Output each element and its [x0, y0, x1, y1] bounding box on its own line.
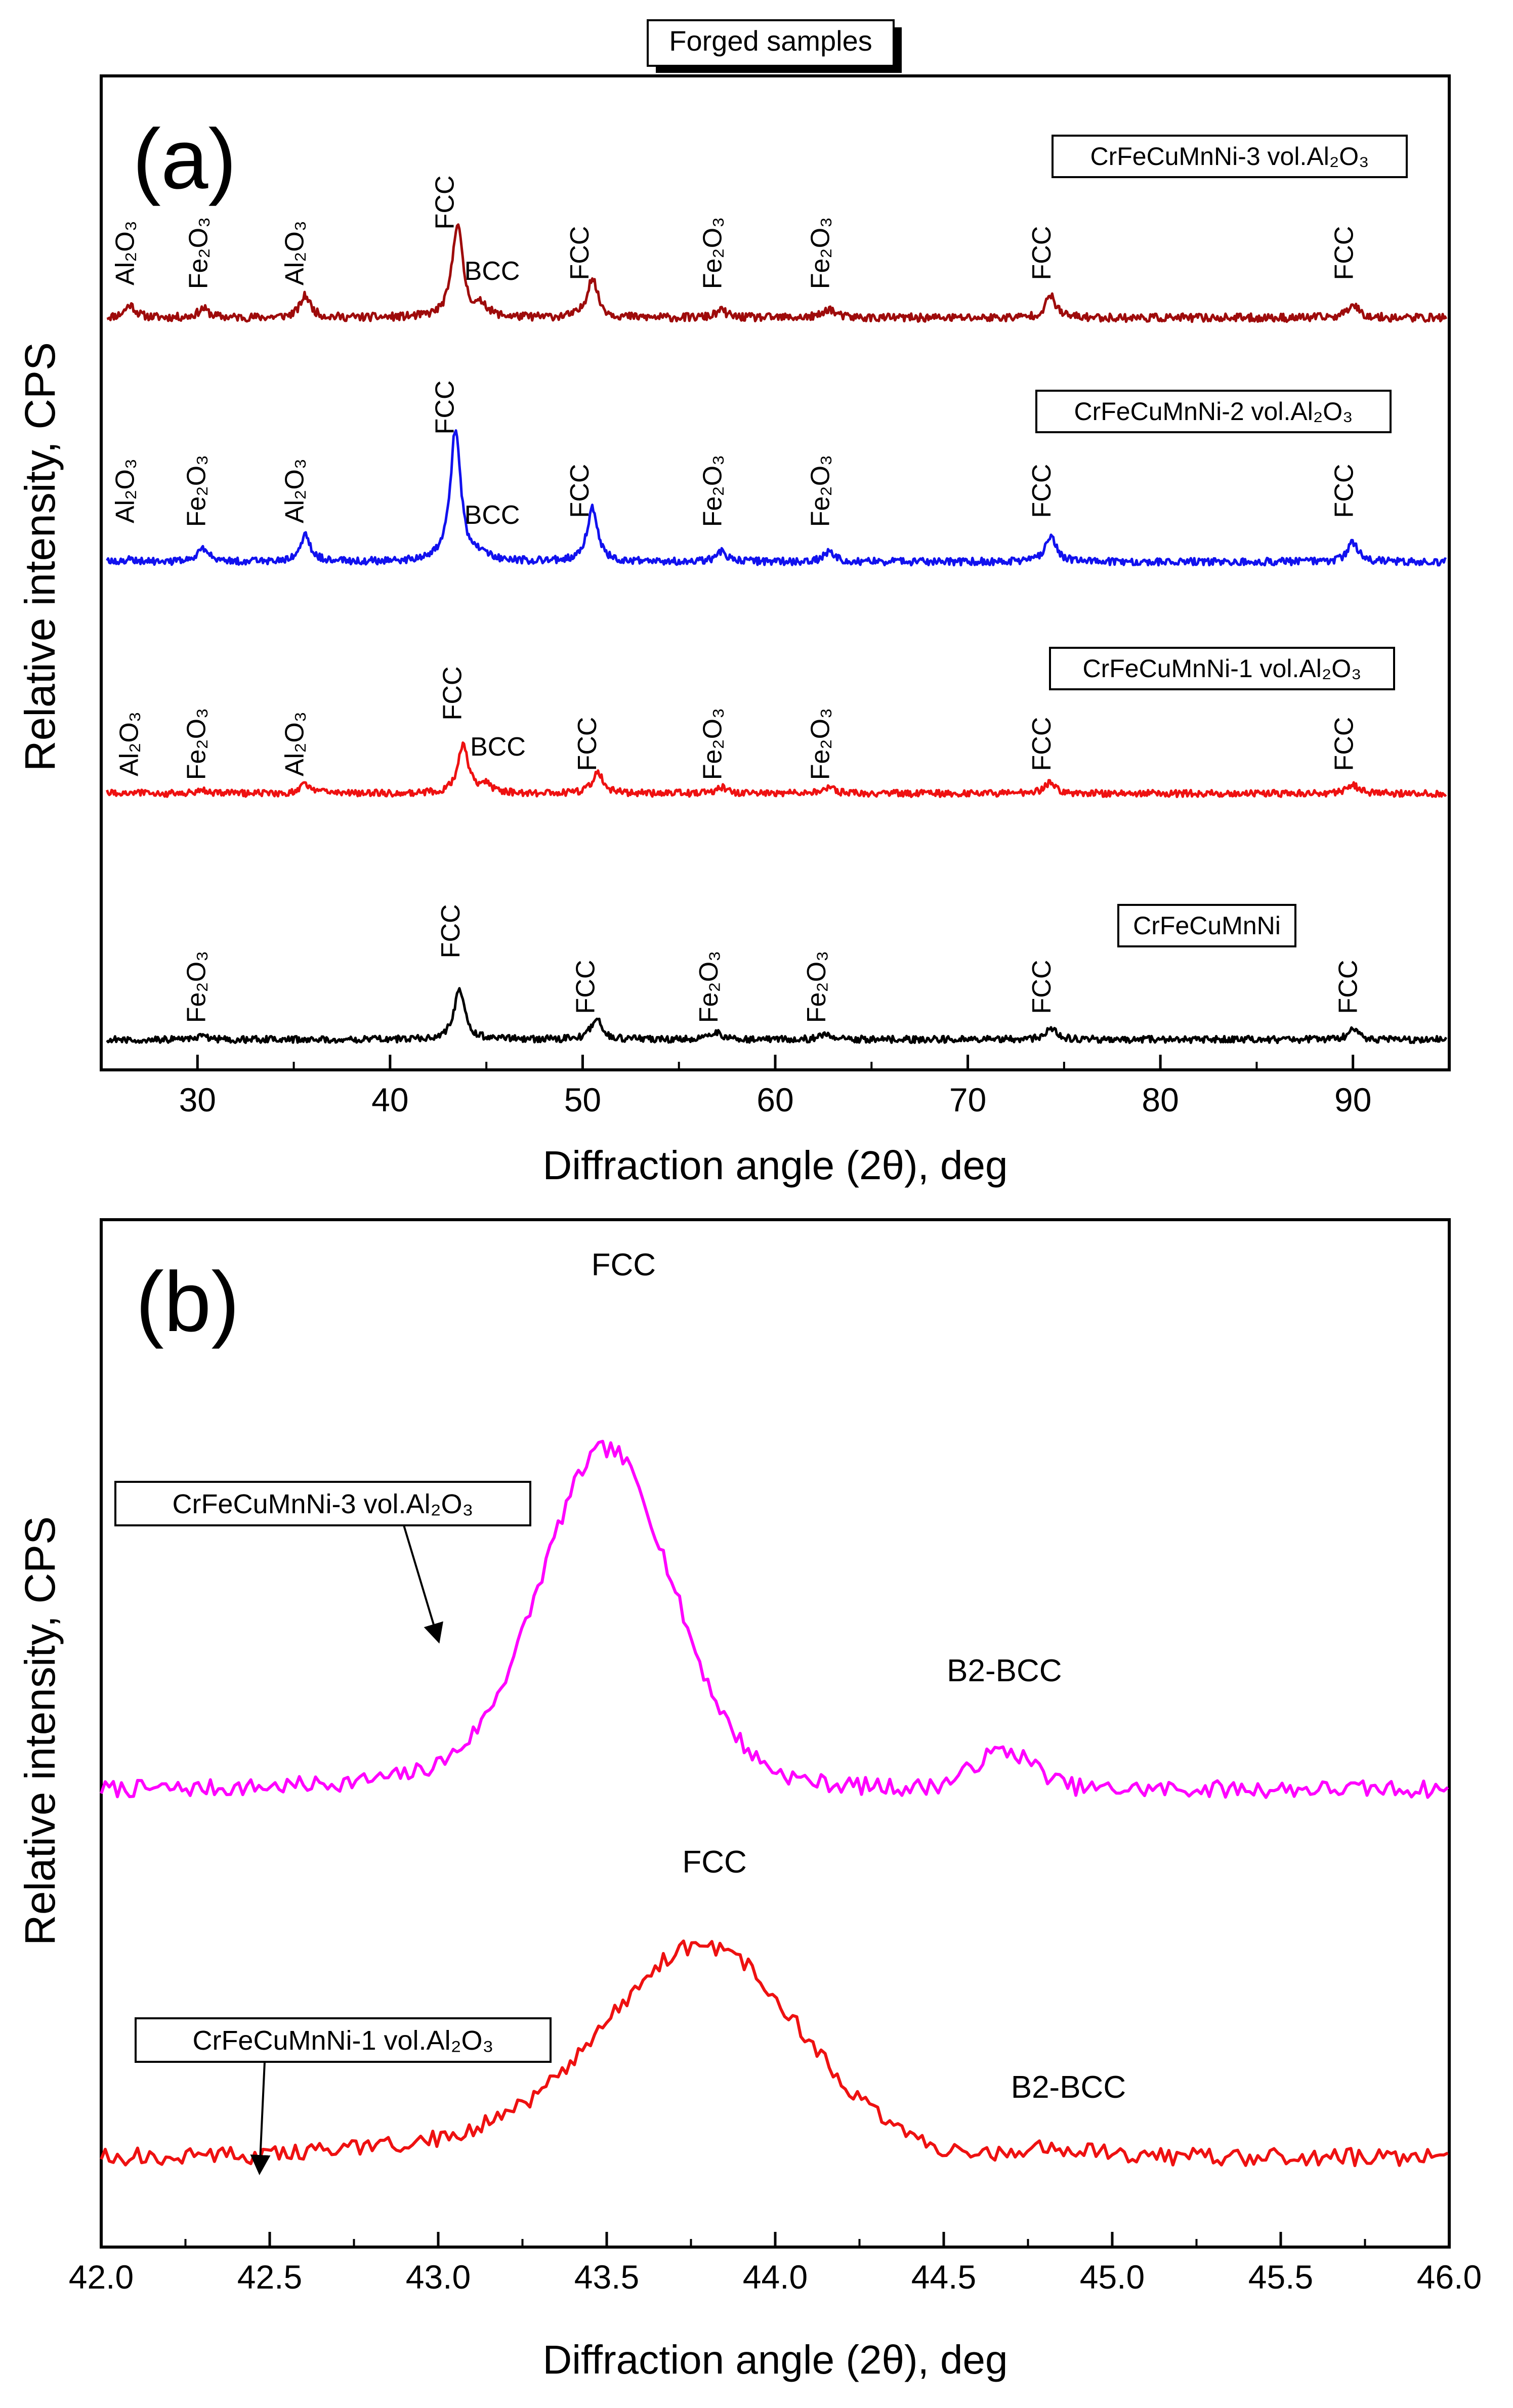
panel-b-y-axis-label: Relative intensity, CPS [16, 1516, 64, 1945]
panel-a-peak-annotation: FCC [1027, 464, 1057, 518]
panel-a-peak-annotation: FCC [565, 464, 595, 518]
panel-a-legend-label: CrFeCuMnNi [1133, 911, 1281, 940]
panel-b-letter: (b) [136, 1254, 239, 1349]
panel-a-peak-annotation: BCC [465, 257, 520, 286]
panel-a-peak-annotation: FCC [1330, 464, 1359, 518]
panel-a-peak-annotation: FCC [1027, 960, 1057, 1014]
panel-b-x-tick-label: 43.0 [406, 2258, 471, 2296]
panel-a-x-tick-label: 90 [1334, 1081, 1371, 1118]
panel-a-series-line [106, 741, 1447, 799]
panel-a-series-line [106, 429, 1447, 567]
panel-b-frame [100, 1218, 1451, 2249]
panel-b-series-line [100, 1939, 1449, 2168]
panel-a-peak-annotation: FCC [430, 381, 459, 435]
panel-a-x-tick-label: 80 [1142, 1081, 1179, 1118]
panel-a-peak-annotation: Fe₂O₃ [802, 951, 831, 1023]
panel-b-legend-arrow [403, 1525, 443, 1644]
panel-a-legend-label: CrFeCuMnNi-3 vol.Al₂O₃ [1090, 142, 1369, 171]
panel-a-series-line [106, 987, 1448, 1045]
panel-a-peak-annotation: BCC [470, 732, 526, 762]
panel-a-peak-annotation: Fe₂O₃ [182, 951, 212, 1023]
panel-a: (a) 30 40 50 60 70 80 90 Al₂O₃ Fe₂O₃ Al₂O₃FCCBCC… [16, 74, 1451, 1188]
panel-b-legends: CrFeCuMnNi-3 vol.Al₂O₃ CrFeCuMnNi-1 vol.A… [114, 1481, 552, 2175]
panel-b-legend-box [114, 1481, 531, 1526]
panel-a-peak-annotation: Fe₂O₃ [806, 217, 835, 289]
panel-a-x-ticks: 30 40 50 60 70 80 90 [100, 1055, 1450, 1118]
panel-a-legend-box [1049, 647, 1395, 690]
panel-b-x-tick-label: 43.5 [574, 2258, 639, 2296]
panel-a-x-tick-label: 50 [564, 1081, 601, 1118]
panel-b-x-tick-label: 46.0 [1417, 2258, 1482, 2296]
panel-a-peak-annotation: Al₂O₃ [111, 459, 140, 523]
panel-b-x-ticks: 42.0 42.5 43.0 43.5 44.0 44.5 45.0 45.5 46.0 [69, 2232, 1482, 2296]
header-label: Forged samples [669, 25, 872, 57]
panel-b-legend-arrow [250, 2061, 271, 2175]
panel-b-peak-annotation: B2-BCC [947, 1653, 1062, 1688]
panel-a-legend-box [1117, 904, 1296, 947]
panel-a-series-line [106, 223, 1448, 323]
panel-a-legend-label: CrFeCuMnNi-1 vol.Al₂O₃ [1083, 654, 1362, 683]
panel-a-x-axis-label: Diffraction angle (2θ), deg [542, 1143, 1007, 1188]
panel-a-peak-annotation: Fe₂O₃ [184, 217, 213, 289]
panel-a-peak-annotation: FCC [430, 176, 459, 230]
panel-a-peak-annotation: Fe₂O₃ [698, 708, 727, 780]
panel-a-peak-annotation: FCC [1330, 717, 1359, 771]
panel-a-peak-annotation: Fe₂O₃ [698, 455, 727, 527]
panel-a-peak-annotation: Fe₂O₃ [694, 951, 724, 1023]
panel-a-peak-annotation: Al₂O₃ [280, 712, 310, 776]
panel-a-peak-annotation: FCC [436, 904, 466, 959]
panel-a-peak-annotation: FCC [438, 667, 468, 721]
panel-a-x-tick-label: 30 [179, 1081, 216, 1118]
panel-a-peak-annotation: FCC [1027, 717, 1057, 771]
panel-a-peak-annotation: Fe₂O₃ [806, 708, 835, 780]
panel-a-peak-annotation: FCC [573, 717, 602, 771]
panel-b-peak-annotation: FCC [592, 1248, 656, 1282]
panel-a-letter: (a) [133, 111, 236, 206]
panel-a-peak-annotation: Fe₂O₃ [806, 455, 835, 527]
panel-a-legend-label: CrFeCuMnNi-2 vol.Al₂O₃ [1074, 397, 1353, 426]
panel-b-x-tick-label: 44.5 [911, 2258, 976, 2296]
panel-b-peak-annotation: B2-BCC [1011, 2070, 1126, 2105]
panel-b-legend-box [135, 2017, 552, 2063]
header-box: Forged samples [647, 19, 902, 73]
panel-b-x-tick-label: 42.5 [237, 2258, 302, 2296]
panel-a-peak-annotation: Fe₂O₃ [698, 217, 727, 289]
panel-b-x-tick-label: 42.0 [69, 2258, 134, 2296]
panel-a-peak-annotation: Al₂O₃ [114, 712, 144, 776]
panel-b-annotations: FCC B2-BCC FCC B2-BCC [592, 1248, 1126, 2105]
panel-a-peak-annotation: FCC [571, 960, 600, 1014]
panel-b-x-tick-label: 44.0 [743, 2258, 808, 2296]
panel-a-legends: CrFeCuMnNi-3 vol.Al₂O₃ CrFeCuMnNi-2 vol.A… [1035, 135, 1408, 947]
panel-b-series [100, 1439, 1449, 2168]
panel-a-x-tick-label: 40 [371, 1081, 408, 1118]
panel-a-x-tick-label: 60 [756, 1081, 793, 1118]
panel-a-y-axis-label: Relative intensity, CPS [16, 342, 64, 771]
panel-b-series-line [100, 1439, 1449, 1799]
panel-a-x-tick-label: 70 [949, 1081, 986, 1118]
panel-b: (b) 42.0 42.5 43.0 43.5 44.0 44.5 45.0 45.5 46.0… [16, 1218, 1482, 2382]
panel-a-peak-annotation: BCC [465, 501, 520, 530]
panel-a-peak-annotation: Al₂O₃ [280, 221, 310, 285]
panel-a-peak-annotation: FCC [1333, 960, 1363, 1014]
panel-a-peak-annotation: Fe₂O₃ [182, 708, 212, 780]
panel-b-x-tick-label: 45.5 [1248, 2258, 1313, 2296]
panel-b-legend-label: CrFeCuMnNi-1 vol.Al₂O₃ [192, 2025, 493, 2056]
panel-a-peak-annotation: FCC [1330, 226, 1359, 280]
panel-a-peak-annotation: Al₂O₃ [111, 221, 140, 285]
panel-b-x-tick-label: 45.0 [1080, 2258, 1145, 2296]
panel-a-legend-box [1052, 135, 1408, 178]
panel-a-series [106, 223, 1448, 1045]
panel-b-legend-label: CrFeCuMnNi-3 vol.Al₂O₃ [172, 1489, 473, 1519]
panel-a-peak-annotation: FCC [565, 226, 595, 280]
panel-a-peak-annotation: Fe₂O₃ [182, 455, 212, 527]
panel-b-peak-annotation: FCC [682, 1845, 746, 1880]
panel-a-legend-box [1035, 390, 1392, 433]
panel-b-x-axis-label: Diffraction angle (2θ), deg [542, 2337, 1007, 2382]
panel-a-peak-annotation: FCC [1027, 226, 1057, 280]
panel-a-peak-annotation: Al₂O₃ [280, 459, 310, 523]
